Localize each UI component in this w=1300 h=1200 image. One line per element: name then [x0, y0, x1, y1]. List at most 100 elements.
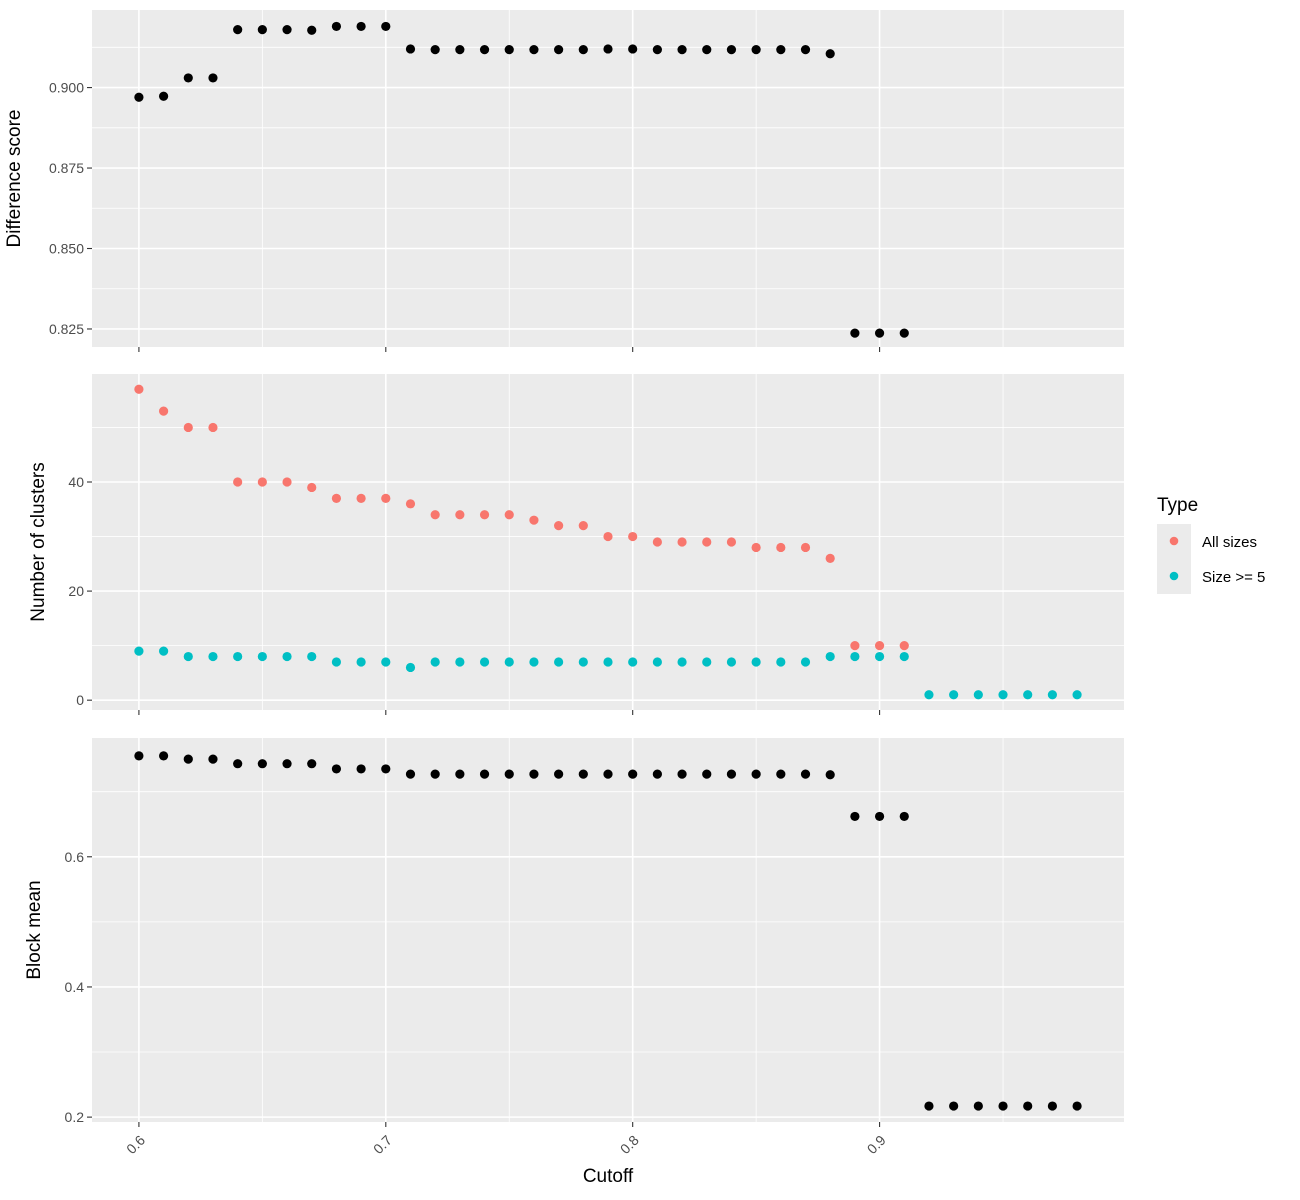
data-point	[800, 657, 811, 667]
data-point	[529, 44, 539, 55]
data-point	[134, 384, 144, 394]
data-point	[208, 422, 218, 433]
data-point	[455, 44, 465, 55]
data-point	[677, 657, 687, 667]
y-tick-label: 0.875	[49, 160, 84, 176]
data-point	[134, 751, 144, 761]
data-point	[529, 657, 539, 667]
data-point	[1072, 1101, 1082, 1111]
data-point	[504, 44, 514, 55]
data-point	[1023, 1101, 1033, 1111]
data-point	[578, 521, 588, 531]
data-point	[529, 515, 539, 525]
data-point	[381, 764, 391, 774]
data-point	[405, 499, 416, 509]
data-point	[800, 44, 811, 55]
data-point	[381, 657, 391, 667]
data-point	[825, 49, 835, 59]
data-point	[233, 651, 243, 662]
panel-background	[92, 10, 1124, 347]
data-point	[899, 651, 909, 662]
data-point	[381, 493, 391, 503]
data-point	[628, 769, 638, 779]
data-point	[554, 44, 564, 55]
data-point	[677, 44, 687, 55]
data-point	[578, 769, 588, 779]
data-point	[726, 44, 737, 55]
data-point	[874, 641, 885, 651]
data-point	[356, 21, 366, 32]
legend: Type All sizes Size >= 5	[1157, 495, 1265, 594]
data-point	[430, 657, 440, 667]
y-axis-title: Difference score	[4, 110, 25, 248]
data-point	[257, 25, 267, 35]
data-point	[183, 754, 193, 764]
data-point	[628, 44, 638, 54]
data-point	[282, 477, 292, 487]
data-point	[554, 657, 564, 667]
y-tick-label: 0.6	[65, 849, 85, 865]
data-point	[233, 759, 243, 769]
data-point	[257, 651, 267, 662]
data-point	[282, 651, 292, 662]
series-1	[134, 384, 909, 651]
x-axis: 0.6 0.7 0.8 0.9	[123, 1132, 889, 1157]
data-point	[233, 25, 243, 35]
data-point	[455, 657, 465, 667]
data-point	[307, 482, 317, 493]
data-point	[603, 657, 613, 667]
x-tick-label: 0.7	[370, 1132, 395, 1157]
data-point	[899, 811, 909, 822]
data-point	[652, 44, 662, 55]
legend-key-background	[1157, 524, 1191, 594]
x-tick-label: 0.8	[617, 1132, 642, 1157]
legend-label-size-ge-5: Size >= 5	[1202, 569, 1265, 586]
data-point	[800, 542, 811, 553]
data-point	[158, 406, 169, 416]
data-point	[381, 21, 391, 32]
data-point	[800, 769, 811, 779]
data-point	[208, 73, 218, 83]
data-point	[603, 769, 613, 779]
data-point	[430, 510, 440, 520]
data-point	[479, 769, 490, 779]
series-1	[134, 21, 909, 338]
panel-background	[92, 738, 1124, 1122]
data-point	[282, 759, 292, 769]
data-point	[603, 44, 613, 54]
x-tick-label: 0.9	[864, 1132, 889, 1157]
data-point	[331, 21, 342, 32]
data-point	[183, 651, 193, 662]
data-point	[504, 769, 514, 779]
data-point	[949, 690, 959, 700]
data-point	[479, 44, 490, 55]
data-point	[751, 769, 761, 779]
data-point	[998, 690, 1008, 700]
x-axis-title: Cutoff	[583, 1166, 634, 1187]
data-point	[874, 328, 885, 338]
data-point	[850, 641, 860, 651]
data-point	[825, 553, 835, 563]
data-point	[751, 542, 761, 553]
data-point	[899, 328, 909, 338]
data-point	[578, 657, 588, 667]
data-point	[405, 44, 416, 54]
legend-key-size-ge-5	[1169, 571, 1179, 581]
legend-title: Type	[1157, 495, 1198, 516]
y-tick-label: 20	[68, 583, 84, 599]
data-point	[233, 477, 243, 487]
data-point	[652, 537, 662, 547]
data-point	[356, 764, 366, 774]
data-point	[331, 493, 342, 503]
data-point	[726, 537, 737, 547]
data-point	[479, 510, 490, 520]
data-point	[282, 25, 292, 35]
data-point	[677, 537, 687, 547]
data-point	[331, 657, 342, 667]
series-2	[134, 646, 1082, 700]
panel-2: 0 20 40 Number of clusters	[28, 374, 1124, 715]
data-point	[208, 754, 218, 764]
data-point	[307, 759, 317, 769]
data-point	[652, 769, 662, 779]
